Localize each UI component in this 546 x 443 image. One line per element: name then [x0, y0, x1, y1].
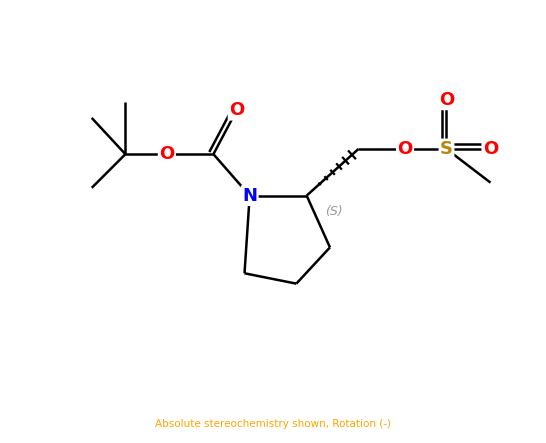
Text: O: O	[229, 101, 245, 119]
Text: O: O	[483, 140, 498, 158]
Text: N: N	[242, 187, 257, 205]
Text: Absolute stereochemistry shown, Rotation (-): Absolute stereochemistry shown, Rotation…	[155, 419, 391, 429]
Text: O: O	[159, 145, 175, 163]
Text: O: O	[439, 91, 454, 109]
Text: (S): (S)	[325, 205, 342, 218]
Text: S: S	[440, 140, 453, 158]
Text: O: O	[397, 140, 413, 158]
